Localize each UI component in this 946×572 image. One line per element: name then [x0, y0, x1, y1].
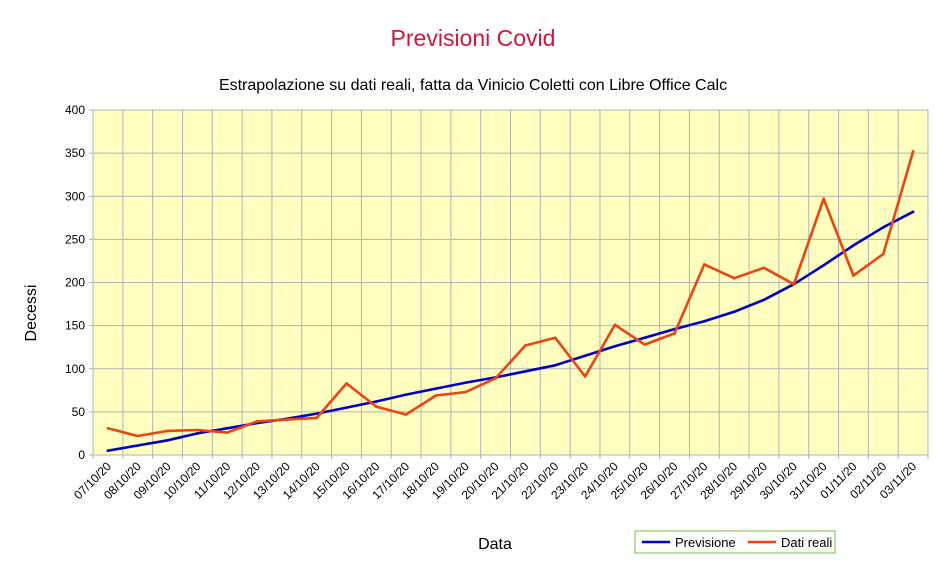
data-point-dati-reali [911, 150, 915, 153]
data-point-previsione [732, 310, 736, 314]
data-point-previsione [762, 298, 766, 302]
data-point-dati-reali [196, 428, 199, 432]
y-tick-label: 400 [65, 103, 85, 117]
data-point-previsione [225, 426, 229, 430]
data-point-dati-reali [106, 426, 110, 430]
data-point-dati-reali [285, 418, 289, 421]
data-point-dati-reali [673, 332, 676, 335]
series [106, 150, 915, 453]
data-point-dati-reali [255, 420, 259, 423]
chart-title: Previsioni Covid [391, 25, 556, 51]
data-point-dati-reali [494, 376, 497, 380]
y-tick-label: 200 [65, 276, 85, 290]
legend-box [634, 530, 836, 554]
y-tick-label: 150 [65, 319, 85, 333]
x-tick-labels: 07/10/2008/10/2009/10/2010/10/2011/10/20… [71, 459, 919, 502]
data-point-dati-reali [732, 276, 736, 280]
data-point-dati-reali [375, 405, 378, 409]
data-point-previsione [106, 449, 110, 452]
y-tick-label: 0 [78, 448, 85, 462]
y-tick-label: 350 [65, 146, 85, 160]
data-point-dati-reali [643, 343, 646, 346]
data-point-dati-reali [762, 266, 766, 270]
data-point-previsione [703, 320, 706, 323]
data-point-dati-reali [553, 336, 557, 340]
data-point-previsione [583, 354, 587, 358]
data-point-previsione [881, 226, 885, 229]
y-tick-label: 100 [65, 362, 85, 376]
data-point-dati-reali [583, 375, 587, 378]
data-point-previsione [196, 432, 199, 435]
y-axis-label: Decessi [23, 285, 40, 342]
legend-label-previsione: Previsione [675, 535, 736, 550]
data-point-previsione [822, 263, 825, 267]
data-point-previsione [404, 393, 408, 396]
y-tick-label: 300 [65, 189, 85, 203]
data-point-dati-reali [136, 434, 140, 438]
x-axis-label: Data [478, 536, 512, 553]
series-line-dati-reali [106, 150, 915, 438]
data-point-dati-reali [166, 429, 169, 433]
data-point-previsione [524, 370, 527, 373]
data-point-dati-reali [434, 394, 438, 397]
y-tick-labels: 0 50 100 150 200 250 300 350 400 [65, 103, 85, 462]
data-point-dati-reali [852, 274, 855, 277]
data-point-dati-reali [822, 197, 825, 201]
data-point-previsione [911, 210, 915, 214]
data-point-dati-reali [464, 390, 468, 394]
data-point-dati-reali [345, 382, 348, 385]
data-point-dati-reali [703, 263, 706, 266]
data-point-dati-reali [524, 344, 527, 347]
data-point-previsione [553, 364, 557, 367]
data-point-dati-reali [404, 413, 408, 416]
data-point-dati-reali [315, 416, 318, 420]
data-point-previsione [375, 400, 378, 403]
data-point-dati-reali [792, 282, 796, 286]
data-point-previsione [464, 381, 468, 384]
data-point-dati-reali [881, 252, 885, 256]
y-tick-label: 250 [65, 232, 85, 246]
data-point-previsione [345, 406, 348, 409]
axes [89, 109, 929, 459]
data-point-previsione [852, 244, 855, 247]
data-point-previsione [315, 412, 318, 415]
data-point-dati-reali [613, 323, 617, 327]
data-point-previsione [613, 345, 617, 348]
chart-subtitle: Estrapolazione su dati reali, fatta da V… [219, 77, 727, 94]
data-point-previsione [434, 387, 438, 390]
data-point-previsione [166, 439, 169, 442]
legend: Previsione Dati reali [634, 530, 836, 554]
y-tick-label: 50 [72, 405, 86, 419]
data-point-dati-reali [225, 431, 229, 434]
data-point-previsione [643, 336, 646, 340]
legend-label-dati-reali: Dati reali [781, 535, 832, 550]
data-point-previsione [136, 444, 140, 447]
